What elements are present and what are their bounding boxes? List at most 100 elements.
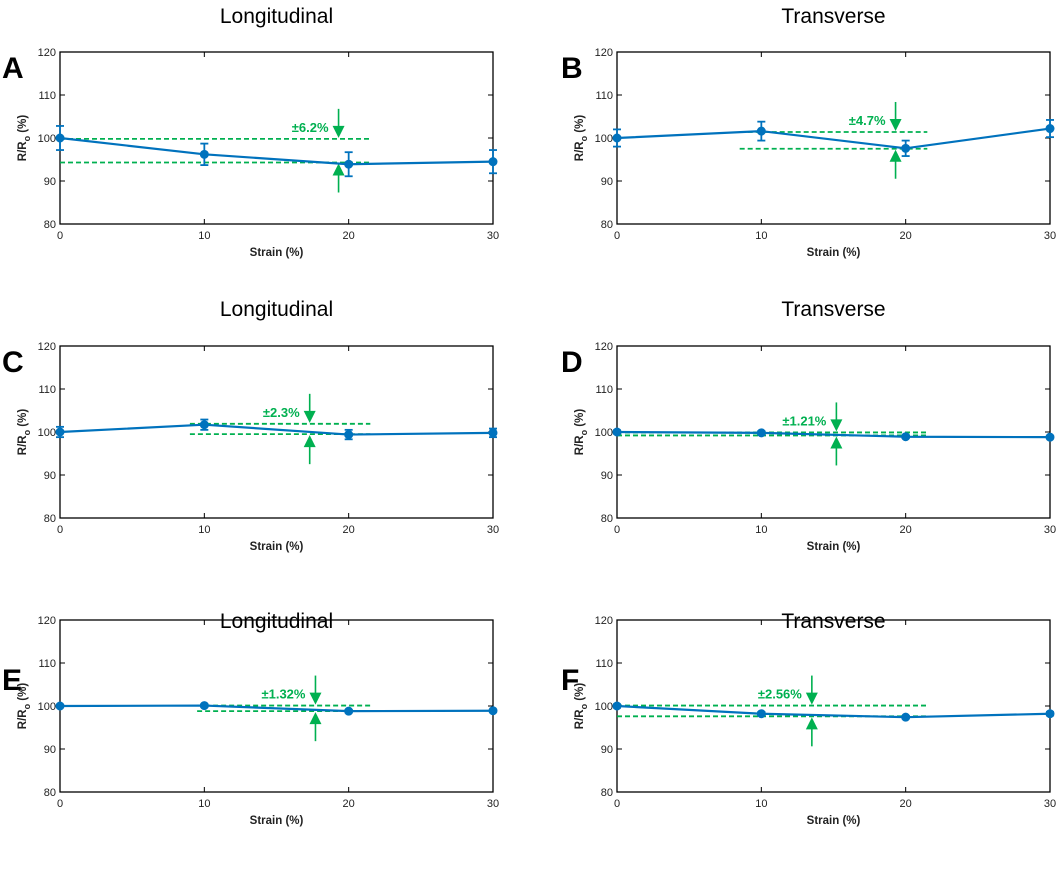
data-point	[199, 149, 209, 159]
series-line	[59, 136, 494, 166]
annotation-down-arrow-head	[309, 692, 322, 705]
annotation-label: ±1.21%	[782, 413, 826, 428]
panel-title: Transverse	[781, 610, 885, 633]
y-axis-label-sub: o	[579, 703, 589, 709]
x-tick-label: 0	[57, 798, 63, 810]
y-tick-label: 100	[38, 427, 56, 439]
series-line	[59, 423, 494, 436]
data-point	[756, 428, 766, 438]
y-tick-label: 80	[601, 787, 613, 799]
y-tick-label: 90	[44, 744, 56, 756]
y-axis-label-unit: (%)	[17, 115, 29, 136]
y-tick-label: 80	[44, 219, 56, 231]
x-tick-label: 30	[487, 524, 499, 536]
x-tick-label: 20	[343, 524, 355, 536]
panel-title: Longitudinal	[220, 5, 333, 28]
x-tick-label: 30	[1044, 230, 1056, 242]
panel-f: Transverse F 80 90 100 110 120 0 10 20 30 Strain (%…	[561, 610, 1056, 827]
panel-c: Longitudinal C 80 90 100 110 120 0 10 20 30 Strain …	[2, 298, 499, 553]
x-axis-label: Strain (%)	[250, 541, 304, 553]
y-tick-label: 100	[595, 427, 613, 439]
data-point	[55, 427, 65, 437]
data-point	[488, 428, 498, 438]
y-tick-label: 90	[44, 176, 56, 188]
data-point	[344, 706, 354, 716]
annotation-down-arrow-head	[303, 410, 316, 423]
x-tick-label: 30	[1044, 524, 1056, 536]
y-tick-label: 80	[44, 787, 56, 799]
y-axis-label-main: R/R	[17, 141, 29, 162]
y-tick-label: 120	[595, 47, 613, 59]
x-axis-label: Strain (%)	[250, 815, 304, 827]
data-point	[612, 701, 622, 711]
x-tick-label: 10	[755, 798, 767, 810]
panel-a: Longitudinal A 80 90 100 110 120 0 10 20 30 Strain …	[2, 5, 499, 259]
annotation-down-arrow-head	[332, 125, 345, 138]
y-axis-label-unit: (%)	[17, 683, 29, 704]
x-axis-label: Strain (%)	[250, 247, 304, 259]
y-tick-label: 110	[595, 90, 613, 102]
data-point	[1045, 124, 1055, 134]
x-tick-label: 20	[900, 230, 912, 242]
panel-letter: A	[2, 52, 24, 85]
annotation-up-arrow-head	[805, 717, 818, 730]
panel-title: Transverse	[781, 298, 885, 321]
y-tick-label: 110	[38, 658, 56, 670]
y-tick-label: 90	[601, 744, 613, 756]
annotation-up-arrow-head	[309, 712, 322, 725]
data-point	[488, 706, 498, 716]
y-tick-label: 90	[601, 470, 613, 482]
y-tick-label: 120	[38, 47, 56, 59]
x-tick-label: 30	[487, 798, 499, 810]
y-tick-label: 110	[595, 658, 613, 670]
x-tick-label: 20	[900, 798, 912, 810]
y-tick-label: 100	[595, 133, 613, 145]
panel-e: Longitudinal E 80 90 100 110 120 0 10 20 30 Strain …	[2, 610, 499, 827]
annotation-down-arrow-head	[889, 118, 902, 131]
x-tick-label: 20	[900, 524, 912, 536]
y-tick-label: 90	[601, 176, 613, 188]
y-axis-label: R/Ro (%)	[574, 683, 589, 730]
x-tick-label: 30	[1044, 798, 1056, 810]
y-axis-label-unit: (%)	[574, 409, 586, 430]
annotation-label: ±1.32%	[261, 687, 305, 702]
data-point	[1045, 709, 1055, 719]
data-point	[488, 157, 498, 167]
data-point	[344, 159, 354, 169]
y-tick-label: 90	[44, 470, 56, 482]
x-tick-label: 0	[614, 798, 620, 810]
annotation-up-arrow-head	[889, 149, 902, 162]
x-tick-label: 20	[343, 230, 355, 242]
panel-letter: F	[561, 664, 579, 697]
annotation-label: ±6.2%	[292, 120, 329, 135]
annotation-up-arrow-head	[303, 435, 316, 448]
panel-letter: E	[2, 664, 22, 697]
y-axis-label: R/Ro (%)	[574, 409, 589, 456]
panel-title: Longitudinal	[220, 610, 333, 633]
series-line	[59, 704, 494, 713]
y-axis-label-main: R/R	[574, 141, 586, 162]
data-point	[612, 427, 622, 437]
x-tick-label: 10	[755, 524, 767, 536]
y-tick-label: 120	[595, 341, 613, 353]
y-axis-label: R/Ro (%)	[574, 115, 589, 162]
y-tick-label: 80	[601, 513, 613, 525]
panel-letter: C	[2, 346, 24, 379]
x-tick-label: 10	[198, 798, 210, 810]
panel-b: Transverse B 80 90 100 110 120 0 10 20 30 Strain (%…	[561, 5, 1056, 259]
data-point	[199, 701, 209, 711]
y-axis-label-sub: o	[579, 135, 589, 141]
y-axis-label-main: R/R	[574, 435, 586, 456]
y-axis-label: R/Ro (%)	[17, 683, 32, 730]
x-tick-label: 10	[198, 230, 210, 242]
y-axis-label-unit: (%)	[17, 409, 29, 430]
y-tick-label: 120	[595, 615, 613, 627]
y-tick-label: 110	[595, 384, 613, 396]
y-axis-label-sub: o	[579, 429, 589, 435]
y-tick-label: 100	[38, 701, 56, 713]
x-axis-label: Strain (%)	[807, 247, 861, 259]
annotation-label: ±4.7%	[849, 113, 886, 128]
x-axis-label: Strain (%)	[807, 541, 861, 553]
y-axis-label-main: R/R	[17, 435, 29, 456]
x-tick-label: 30	[487, 230, 499, 242]
